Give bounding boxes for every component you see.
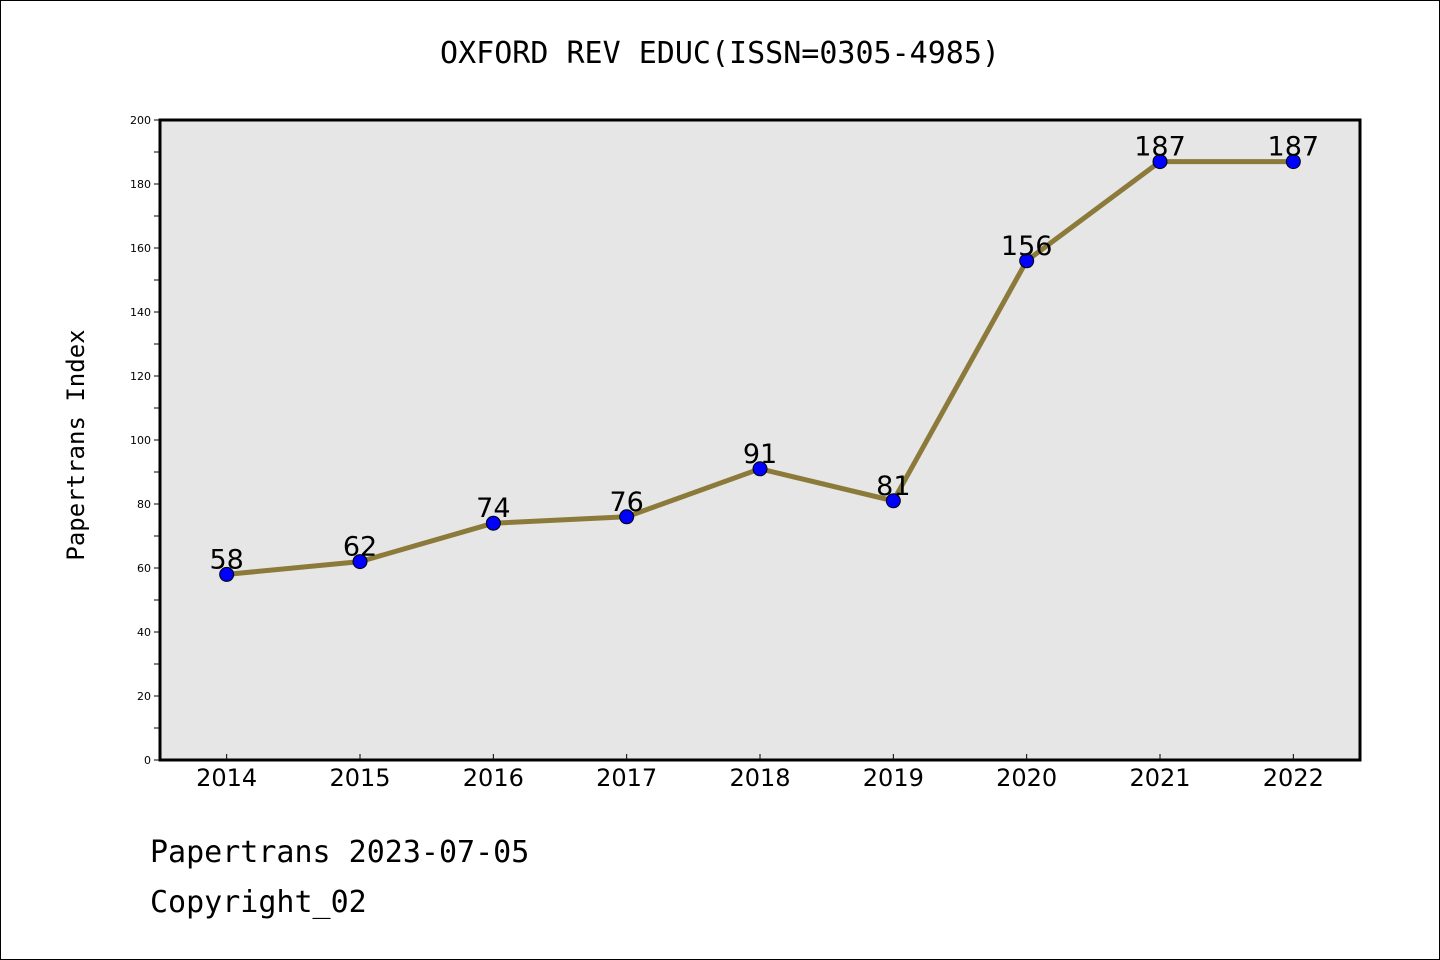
chart-title: OXFORD REV EDUC(ISSN=0305-4985) (440, 36, 1000, 71)
data-label: 81 (876, 471, 910, 502)
y-tick-label: 0 (144, 754, 151, 767)
x-tick-label: 2020 (996, 764, 1057, 792)
y-tick-label: 160 (130, 242, 151, 255)
series (219, 154, 1301, 582)
x-tick-label: 2018 (729, 764, 790, 792)
x-tick-label: 2016 (463, 764, 524, 792)
data-point (752, 461, 768, 477)
data-point (485, 515, 501, 531)
data-point (1152, 154, 1168, 170)
plot-area (158, 118, 1362, 762)
data-point (1019, 253, 1035, 269)
y-tick-label: 40 (137, 626, 151, 639)
data-label: 156 (1001, 231, 1053, 262)
y-tick-label: 140 (130, 306, 151, 319)
y-tick-label: 180 (130, 178, 151, 191)
data-point (885, 493, 901, 509)
data-point (619, 509, 635, 525)
x-tick-label: 2021 (1129, 764, 1190, 792)
data-label: 74 (476, 493, 510, 524)
x-tick-label: 2014 (196, 764, 257, 792)
y-tick-label: 60 (137, 562, 151, 575)
data-label: 91 (743, 439, 777, 470)
y-tick-label: 200 (130, 114, 151, 127)
data-point (219, 566, 235, 582)
footer-date: Papertrans 2023-07-05 (150, 835, 530, 870)
footer-copyright: Copyright_02 (150, 885, 367, 920)
data-label: 58 (209, 544, 243, 575)
data-point (1285, 154, 1301, 170)
data-label: 187 (1134, 132, 1186, 163)
y-tick-label: 100 (130, 434, 151, 447)
y-tick-label: 120 (130, 370, 151, 383)
x-tick-label: 2019 (863, 764, 924, 792)
x-tick-label: 2022 (1263, 764, 1324, 792)
y-tick-label: 20 (137, 690, 151, 703)
x-tick-label: 2017 (596, 764, 657, 792)
data-point (352, 554, 368, 570)
x-tick-label: 2015 (329, 764, 390, 792)
data-label: 187 (1268, 132, 1320, 163)
data-labels: 58 62 74 76 91 81 156 187 187 (209, 132, 1319, 576)
x-axis: 2014 2015 2016 2017 2018 2019 2020 2021 2022 (196, 754, 1324, 792)
y-tick-label: 80 (137, 498, 151, 511)
data-label: 62 (343, 532, 377, 563)
data-label: 76 (609, 487, 643, 518)
y-axis: 0 20 40 60 80 100 120 140 160 180 200 (130, 114, 160, 767)
